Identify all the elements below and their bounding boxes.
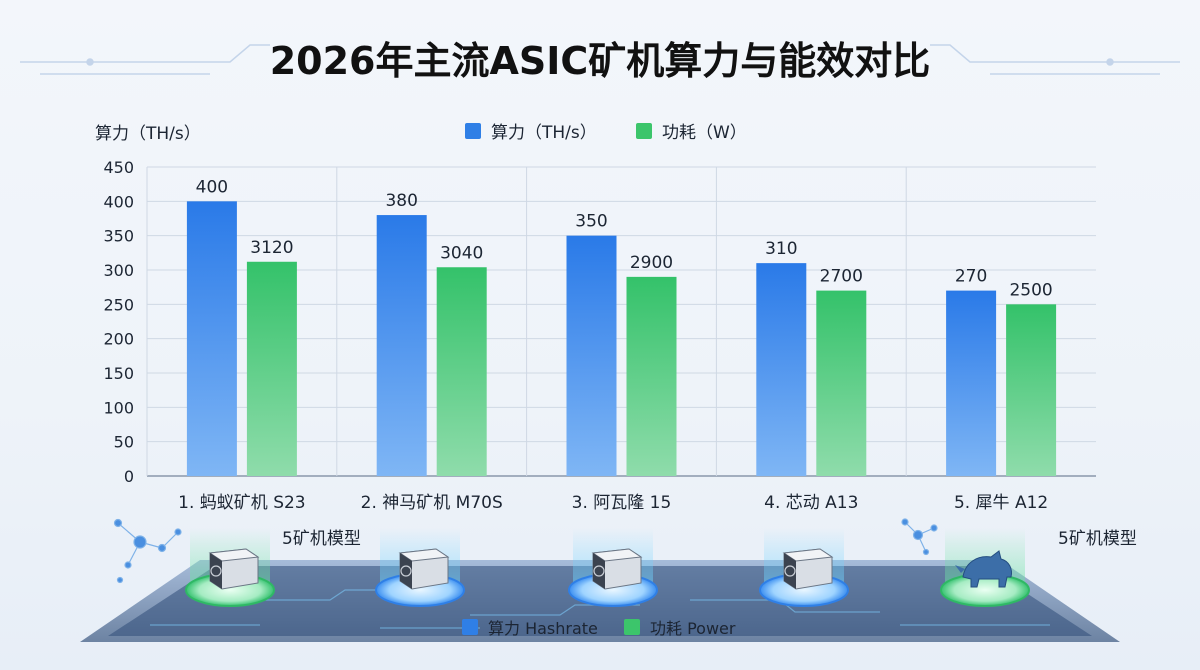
model-note-right: 5矿机模型 <box>1058 529 1137 549</box>
miner-icon <box>782 548 834 590</box>
miner-icon <box>591 548 643 590</box>
miner-front <box>593 553 605 589</box>
miner-icon <box>208 548 260 590</box>
hashrate-bar <box>756 263 807 476</box>
network-decoration-right <box>901 518 938 556</box>
legend-label: 算力（TH/s） <box>491 123 597 143</box>
data-label: 270 <box>955 267 987 287</box>
y-tick-label: 50 <box>114 433 134 452</box>
y-tick-label: 450 <box>103 158 134 177</box>
model-note-left: 5矿机模型 <box>282 529 361 549</box>
bottom-legend-swatch <box>624 619 640 635</box>
miner-top <box>208 548 260 562</box>
bottom-legend-swatch <box>462 619 478 635</box>
legend-swatch <box>636 123 652 139</box>
y-tick-label: 300 <box>103 261 134 280</box>
data-label: 3120 <box>250 238 293 258</box>
y-tick-label: 250 <box>103 295 134 314</box>
title-decoration <box>20 44 1180 75</box>
legend-swatch <box>465 123 481 139</box>
miner-top <box>398 548 450 562</box>
data-label: 2500 <box>1009 280 1052 300</box>
x-tick-label: 4. 芯动 A13 <box>764 493 858 513</box>
data-label: 2900 <box>630 253 673 273</box>
y-tick-label: 100 <box>103 398 134 417</box>
data-label: 380 <box>385 191 417 211</box>
hashrate-bar <box>376 215 427 477</box>
legend-label: 功耗（W） <box>662 123 747 143</box>
rhino-horn <box>955 565 965 573</box>
y-tick-label: 350 <box>103 227 134 246</box>
miner-top <box>782 548 834 562</box>
chart-title: 2026年主流ASIC矿机算力与能效对比 <box>269 39 931 83</box>
network-decoration-left <box>113 518 182 584</box>
y-tick-label: 0 <box>124 467 134 486</box>
y-tick-label: 200 <box>103 330 134 349</box>
data-label: 2700 <box>820 267 863 287</box>
data-label: 350 <box>575 212 607 232</box>
fan-icon <box>593 565 605 577</box>
power-bar <box>816 290 867 476</box>
hashrate-bar <box>566 235 617 476</box>
x-tick-label: 5. 犀牛 A12 <box>954 493 1048 513</box>
rhino-shape <box>962 550 1012 588</box>
x-tick-label: 3. 阿瓦隆 15 <box>572 493 672 513</box>
power-bar <box>626 276 677 476</box>
bottom-legend-label: 功耗 Power <box>650 619 736 638</box>
hashrate-bar <box>946 290 997 476</box>
miner-front <box>210 553 222 589</box>
x-tick-label: 2. 神马矿机 M70S <box>361 493 503 513</box>
data-label: 310 <box>765 239 797 259</box>
rhino-icon <box>955 550 1012 588</box>
fan-icon <box>784 565 796 577</box>
power-bar <box>1006 304 1057 476</box>
bottom-legend-label: 算力 Hashrate <box>488 619 598 638</box>
miner-top <box>591 548 643 562</box>
miner-front <box>784 553 796 589</box>
miner-icon <box>398 548 450 590</box>
hashrate-bar <box>186 201 237 477</box>
y-axis-label: 算力（TH/s） <box>95 124 201 144</box>
power-bar <box>246 261 297 476</box>
fan-icon <box>400 565 412 577</box>
data-label: 3040 <box>440 243 483 263</box>
miner-front <box>400 553 412 589</box>
y-tick-label: 150 <box>103 364 134 383</box>
x-tick-label: 1. 蚂蚁矿机 S23 <box>178 493 305 513</box>
y-tick-label: 400 <box>103 192 134 211</box>
power-bar <box>436 267 487 476</box>
fan-icon <box>210 565 222 577</box>
data-label: 400 <box>196 177 228 197</box>
